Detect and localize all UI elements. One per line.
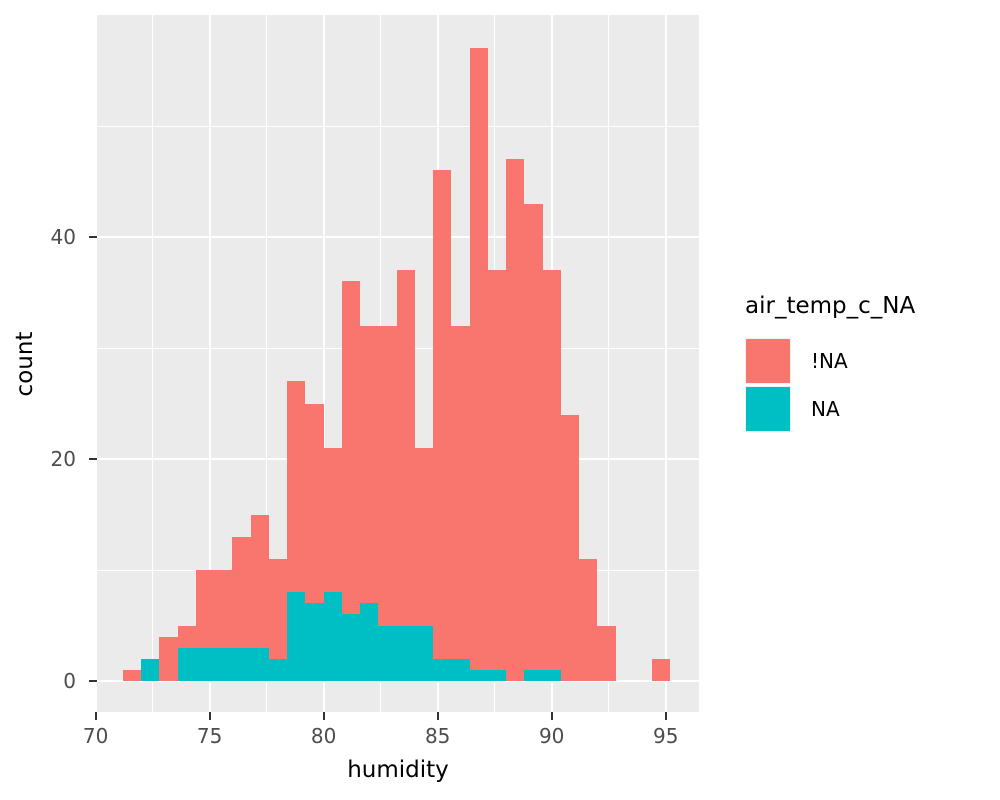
x-tick-label: 80: [310, 724, 337, 748]
histogram-bar-not-na: [360, 325, 379, 604]
x-tick-label: 85: [424, 724, 451, 748]
histogram-bar-not-na: [524, 203, 543, 670]
y-tick-mark: [89, 236, 97, 238]
histogram-bar-not-na: [159, 636, 178, 682]
histogram-bar-not-na: [469, 48, 488, 670]
histogram-bar-na: [542, 669, 561, 682]
histogram-bar-na: [177, 647, 196, 682]
histogram-bar-na: [287, 592, 306, 682]
legend-entries: !NA NA: [745, 337, 995, 433]
x-tick-mark: [550, 712, 553, 720]
histogram-bar-not-na: [506, 159, 525, 682]
legend-entry-label: NA: [811, 397, 840, 421]
legend-key-swatch: [745, 338, 791, 384]
histogram-bar-na: [195, 647, 215, 682]
x-tick-mark: [664, 712, 667, 720]
y-tick-mark: [89, 680, 97, 683]
histogram-bar-not-na: [542, 270, 561, 670]
legend-entry-label: !NA: [811, 349, 848, 373]
gridline-y-major: [97, 236, 699, 238]
histogram-bar-not-na: [323, 447, 342, 593]
gridline-x-major: [208, 15, 211, 712]
histogram-bar-na: [469, 669, 488, 682]
histogram-bar-na: [396, 625, 415, 682]
histogram-bar-not-na: [652, 658, 671, 682]
x-tick-label: 90: [538, 724, 565, 748]
gridline-x-minor: [152, 15, 154, 712]
histogram-bar-not-na: [433, 170, 452, 659]
x-tick-label: 70: [82, 724, 109, 748]
histogram-bar-na: [232, 647, 251, 682]
legend-entry: !NA: [745, 337, 995, 385]
histogram-bar-not-na: [378, 325, 397, 626]
x-tick-label: 95: [652, 724, 679, 748]
histogram-bar-not-na: [487, 270, 507, 670]
y-tick-label: 0: [63, 669, 76, 694]
legend-key-swatch: [745, 386, 791, 432]
plot-panel: [97, 15, 699, 712]
x-tick-mark: [436, 712, 439, 720]
histogram-bar-na: [451, 658, 470, 682]
histogram-bar-na: [323, 592, 342, 682]
histogram-bar-not-na: [341, 281, 361, 615]
y-tick-label: 40: [50, 225, 76, 249]
histogram-bar-na: [487, 669, 507, 682]
histogram-bar-na: [268, 658, 288, 682]
histogram-bar-na: [524, 669, 543, 682]
histogram-bar-not-na: [597, 625, 616, 682]
gridline-y-minor: [97, 125, 699, 127]
histogram-bar-not-na: [122, 669, 142, 682]
x-tick-mark: [94, 712, 97, 720]
histogram-bar-not-na: [250, 514, 269, 648]
histogram-bar-not-na: [195, 570, 215, 648]
x-tick-mark: [322, 712, 325, 720]
histogram-bar-not-na: [287, 381, 306, 593]
legend: air_temp_c_NA !NA NA: [745, 293, 995, 433]
histogram-bar-not-na: [177, 625, 196, 648]
histogram-bar-na: [360, 603, 379, 682]
histogram-bar-not-na: [214, 570, 233, 648]
x-tick-label: 75: [196, 724, 223, 748]
x-axis-title: humidity: [347, 757, 449, 783]
gridline-y-major: [97, 680, 699, 683]
histogram-bar-na: [414, 625, 434, 682]
histogram-bar-na: [341, 614, 361, 682]
histogram-bar-not-na: [579, 558, 598, 682]
legend-entry: NA: [745, 385, 995, 433]
histogram-bar-na: [433, 658, 452, 682]
histogram-bar-na: [141, 658, 160, 682]
histogram-bar-na: [378, 625, 397, 682]
histogram-bar-not-na: [414, 447, 434, 626]
legend-title: air_temp_c_NA: [745, 293, 916, 319]
gridline-x-minor: [266, 15, 268, 712]
y-tick-mark: [89, 458, 97, 461]
histogram-bar-not-na: [268, 558, 288, 659]
gridline-x-major: [664, 15, 667, 712]
gridline-x-minor: [608, 15, 610, 712]
y-tick-label: 20: [50, 447, 76, 472]
histogram-bar-na: [305, 603, 324, 682]
histogram-bar-na: [214, 647, 233, 682]
histogram-bar-not-na: [451, 325, 470, 659]
histogram-bar-not-na: [396, 270, 415, 626]
gridline-x-major: [322, 15, 325, 712]
histogram-bar-not-na: [560, 414, 580, 682]
x-tick-mark: [208, 712, 211, 720]
histogram-bar-not-na: [232, 536, 251, 648]
histogram-bar-not-na: [305, 403, 324, 604]
histogram-bar-na: [250, 647, 269, 682]
